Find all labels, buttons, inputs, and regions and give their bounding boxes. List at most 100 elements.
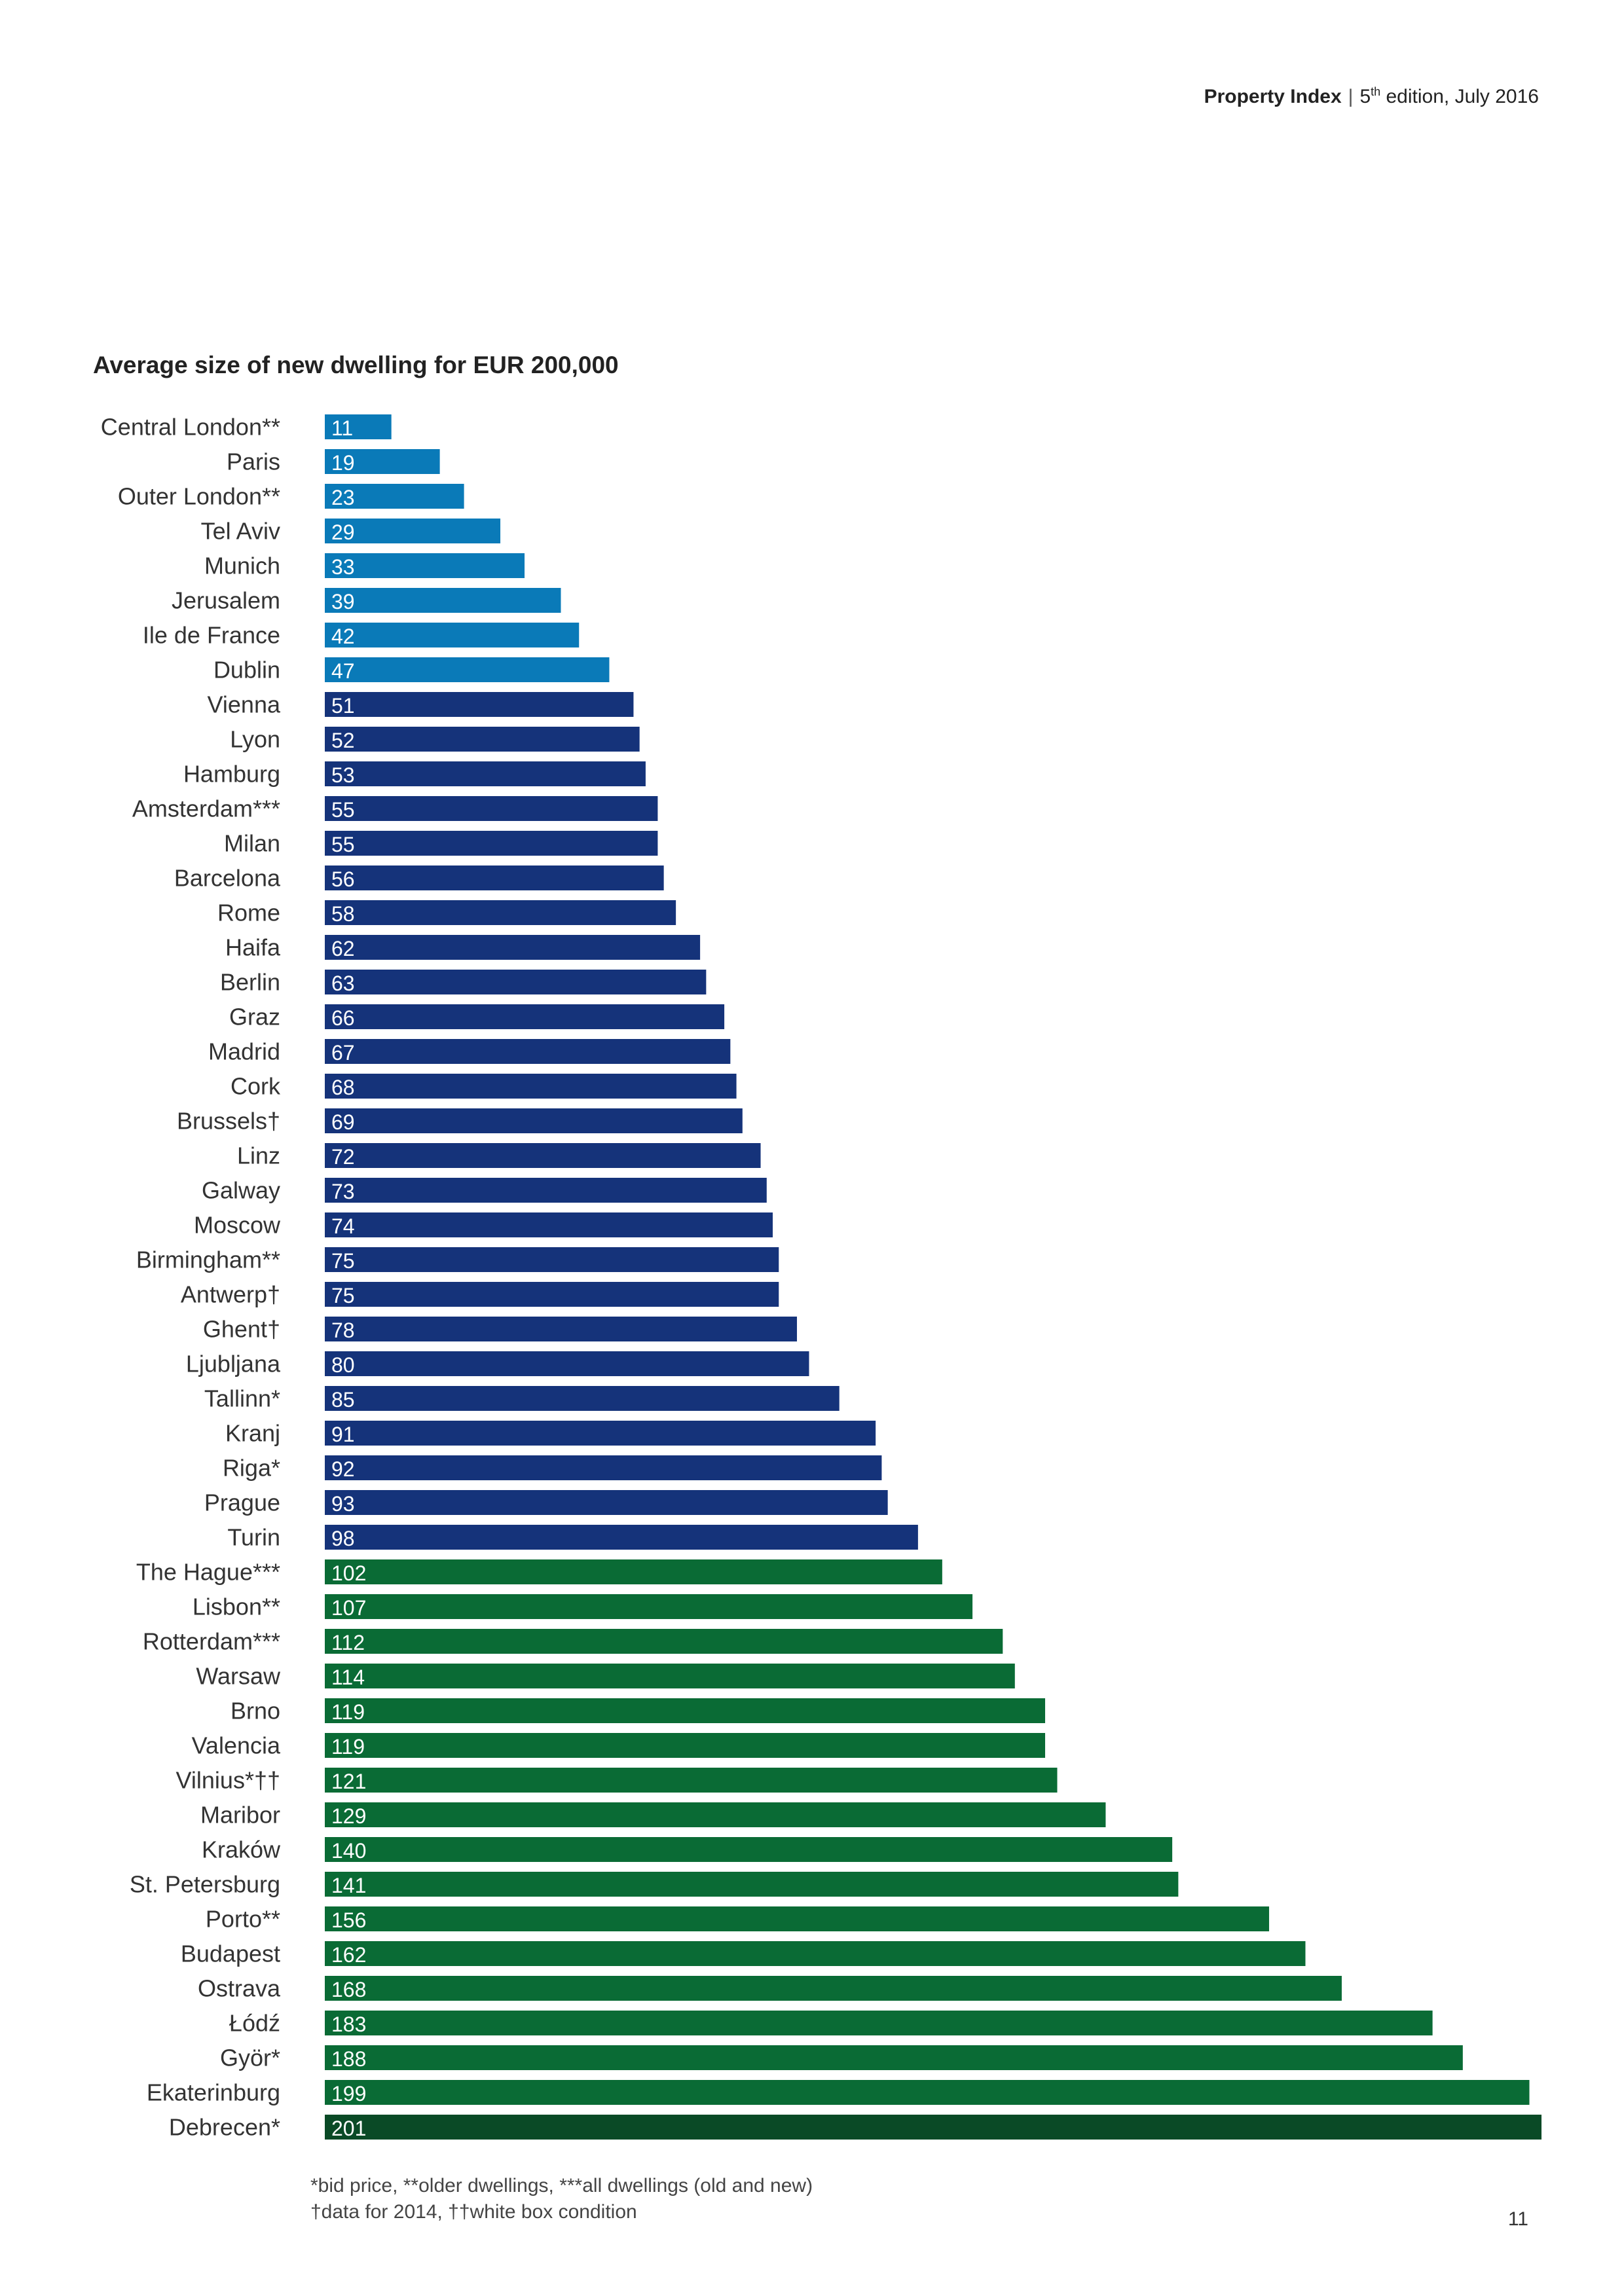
bar-23 xyxy=(325,1178,767,1203)
category-label-3: Outer London** xyxy=(118,483,280,510)
bar-50 xyxy=(325,2115,1541,2140)
bar-33 xyxy=(325,1525,918,1550)
bar-43 xyxy=(325,1872,1179,1897)
value-label-36: 112 xyxy=(331,1631,365,1654)
bar-40 xyxy=(325,1768,1058,1793)
bar-44 xyxy=(325,1906,1270,1931)
category-label-19: Madrid xyxy=(208,1038,280,1065)
bar-19 xyxy=(325,1039,731,1064)
value-label-38: 119 xyxy=(331,1700,365,1724)
category-label-43: St. Petersburg xyxy=(130,1871,280,1898)
category-label-42: Kraków xyxy=(202,1836,281,1863)
value-label-35: 107 xyxy=(331,1596,366,1620)
header-separator: | xyxy=(1348,86,1354,107)
value-label-12: 55 xyxy=(331,798,355,822)
value-label-44: 156 xyxy=(331,1908,366,1932)
value-label-27: 78 xyxy=(331,1319,355,1342)
value-label-31: 92 xyxy=(331,1457,355,1481)
bar-37 xyxy=(325,1664,1015,1688)
value-label-8: 47 xyxy=(331,659,355,683)
bar-36 xyxy=(325,1629,1003,1654)
value-label-2: 19 xyxy=(331,451,355,475)
bar-30 xyxy=(325,1421,876,1446)
category-label-26: Antwerp† xyxy=(181,1281,280,1308)
bar-47 xyxy=(325,2011,1433,2035)
bar-38 xyxy=(325,1698,1046,1723)
value-label-10: 52 xyxy=(331,729,355,752)
bar-3 xyxy=(325,484,464,509)
category-label-48: Györ* xyxy=(220,2045,280,2071)
category-label-2: Paris xyxy=(227,448,280,475)
value-label-40: 121 xyxy=(331,1770,366,1793)
category-label-21: Brussels† xyxy=(177,1108,280,1135)
category-label-17: Berlin xyxy=(220,969,280,996)
bar-16 xyxy=(325,935,701,960)
category-label-41: Maribor xyxy=(200,1802,280,1829)
bar-14 xyxy=(325,866,664,890)
value-label-28: 80 xyxy=(331,1353,355,1377)
category-label-34: The Hague*** xyxy=(136,1559,280,1586)
value-label-32: 93 xyxy=(331,1492,355,1516)
category-label-24: Moscow xyxy=(194,1212,281,1239)
category-label-32: Prague xyxy=(204,1489,280,1516)
bar-15 xyxy=(325,900,676,925)
category-label-8: Dublin xyxy=(213,657,280,683)
category-label-49: Ekaterinburg xyxy=(147,2079,280,2106)
bar-18 xyxy=(325,1004,725,1029)
bar-17 xyxy=(325,970,707,994)
value-label-1: 11 xyxy=(331,416,353,440)
value-label-49: 199 xyxy=(331,2082,366,2105)
category-label-4: Tel Aviv xyxy=(201,518,280,545)
category-label-50: Debrecen* xyxy=(169,2114,280,2141)
edition-suffix: th xyxy=(1371,85,1381,98)
value-label-48: 188 xyxy=(331,2047,366,2071)
category-label-23: Galway xyxy=(202,1177,280,1204)
value-label-17: 63 xyxy=(331,972,355,995)
value-label-43: 141 xyxy=(331,1874,366,1897)
bar-12 xyxy=(325,796,658,821)
category-label-20: Cork xyxy=(231,1073,281,1100)
value-label-5: 33 xyxy=(331,555,355,579)
footnote-line-1: *bid price, **older dwellings, ***all dw… xyxy=(310,2175,813,2196)
value-label-11: 53 xyxy=(331,763,355,787)
category-label-12: Amsterdam*** xyxy=(132,795,280,822)
bar-24 xyxy=(325,1212,773,1237)
bar-9 xyxy=(325,692,634,717)
category-label-27: Ghent† xyxy=(203,1316,280,1343)
category-label-7: Ile de France xyxy=(143,622,280,649)
category-label-28: Ljubljana xyxy=(186,1351,281,1377)
bar-39 xyxy=(325,1733,1046,1758)
value-label-6: 39 xyxy=(331,590,355,613)
category-label-5: Munich xyxy=(204,553,280,579)
edition-number: 5 xyxy=(1359,86,1371,107)
category-label-37: Warsaw xyxy=(196,1663,281,1690)
category-label-22: Linz xyxy=(237,1142,280,1169)
value-label-37: 114 xyxy=(331,1666,365,1689)
category-label-44: Porto** xyxy=(206,1906,280,1933)
bar-13 xyxy=(325,831,658,856)
bar-5 xyxy=(325,553,525,578)
bar-2 xyxy=(325,449,440,474)
category-label-25: Birmingham** xyxy=(136,1247,280,1273)
category-label-40: Vilnius*†† xyxy=(176,1767,280,1794)
value-label-13: 55 xyxy=(331,833,355,856)
value-label-4: 29 xyxy=(331,520,355,544)
value-label-7: 42 xyxy=(331,625,355,648)
value-label-29: 85 xyxy=(331,1388,355,1412)
category-label-9: Vienna xyxy=(208,691,281,718)
value-label-20: 68 xyxy=(331,1076,355,1099)
bar-32 xyxy=(325,1490,888,1515)
bar-49 xyxy=(325,2080,1530,2105)
category-label-14: Barcelona xyxy=(174,865,281,892)
bar-28 xyxy=(325,1351,809,1376)
category-label-38: Brno xyxy=(231,1698,280,1724)
bar-48 xyxy=(325,2045,1463,2070)
category-label-18: Graz xyxy=(229,1004,280,1030)
category-label-45: Budapest xyxy=(181,1941,280,1967)
chart-title: Average size of new dwelling for EUR 200… xyxy=(93,352,619,378)
value-label-3: 23 xyxy=(331,486,355,509)
value-label-41: 129 xyxy=(331,1804,366,1828)
value-label-45: 162 xyxy=(331,1943,366,1967)
document-name: Property Index xyxy=(1204,86,1342,107)
category-label-33: Turin xyxy=(227,1524,280,1551)
